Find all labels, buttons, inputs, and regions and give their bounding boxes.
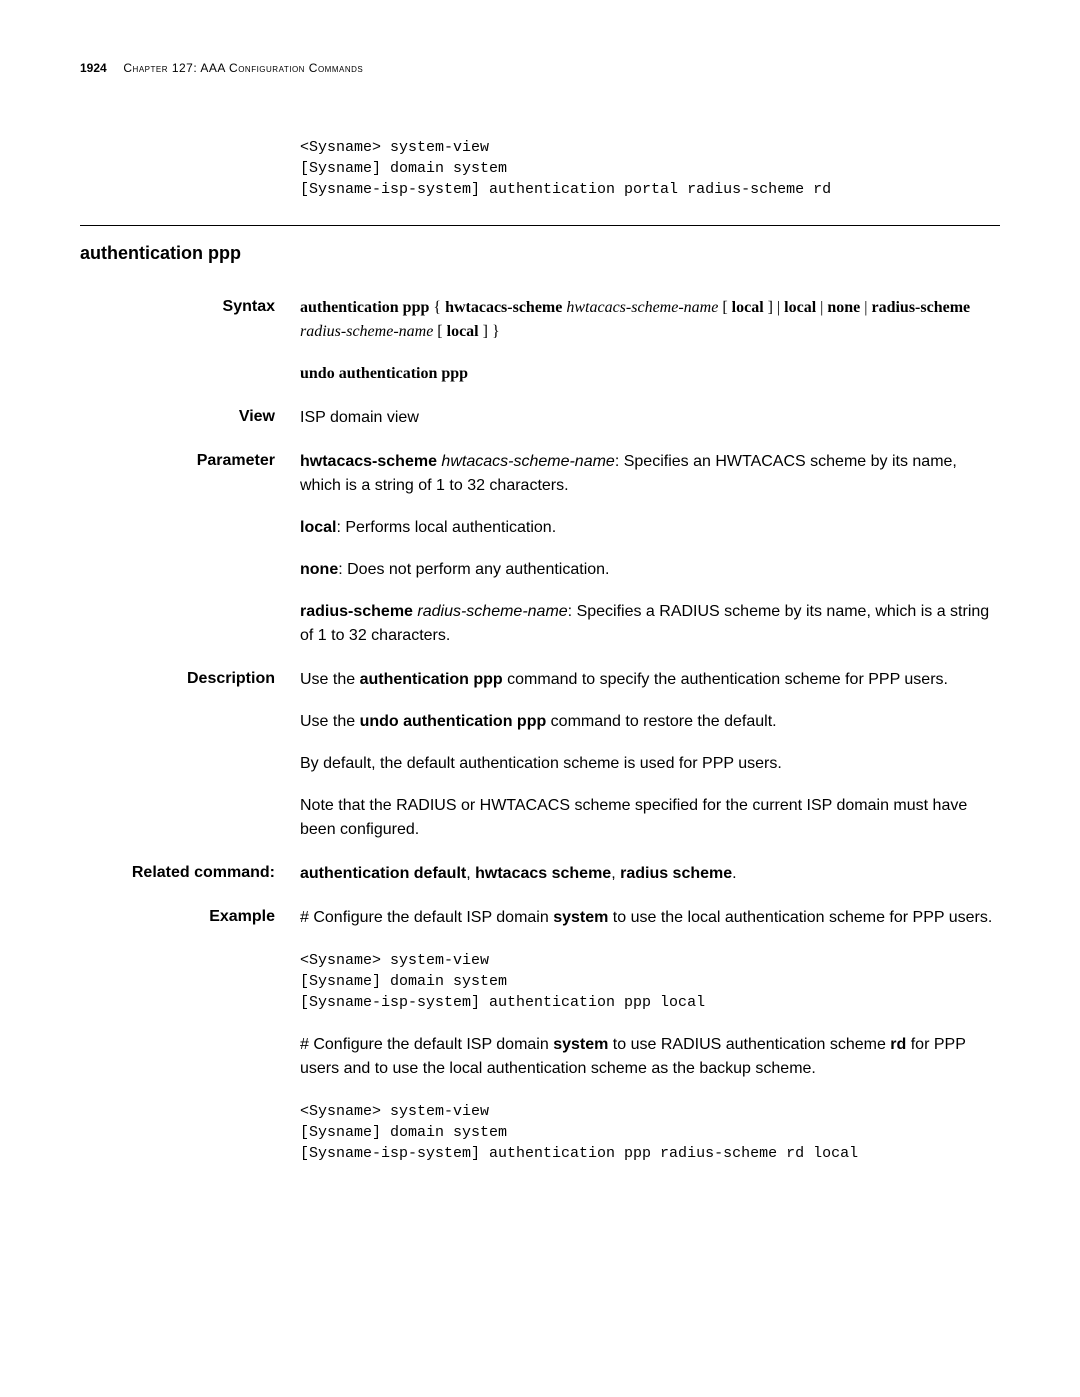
syntax-content: authentication ppp { hwtacacs-scheme hwt… <box>300 296 1000 386</box>
example-code-1: <Sysname> system-view [Sysname] domain s… <box>300 950 1000 1013</box>
view-content: ISP domain view <box>300 406 1000 430</box>
syntax-command: authentication ppp { hwtacacs-scheme hwt… <box>300 296 1000 344</box>
page-number: 1924 <box>80 61 107 75</box>
example-row-2: # Configure the default ISP domain syste… <box>80 1033 1000 1081</box>
page-header: 1924 Chapter 127: AAA Configuration Comm… <box>80 60 1000 77</box>
section-separator <box>80 225 1000 226</box>
syntax-label: Syntax <box>80 296 300 386</box>
related-row: Related command: authentication default,… <box>80 862 1000 886</box>
example-desc-2: # Configure the default ISP domain syste… <box>300 1033 1000 1081</box>
example-code-2: <Sysname> system-view [Sysname] domain s… <box>300 1101 1000 1164</box>
view-label: View <box>80 406 300 430</box>
syntax-undo: undo authentication ppp <box>300 362 1000 386</box>
example-desc-1: # Configure the default ISP domain syste… <box>300 906 1000 930</box>
description-p1: Use the authentication ppp command to sp… <box>300 668 1000 692</box>
related-content: authentication default, hwtacacs scheme,… <box>300 862 1000 886</box>
example-row: Example # Configure the default ISP doma… <box>80 906 1000 930</box>
parameter-content: hwtacacs-scheme hwtacacs-scheme-name: Sp… <box>300 450 1000 648</box>
example-label: Example <box>80 906 300 930</box>
related-label: Related command: <box>80 862 300 886</box>
view-row: View ISP domain view <box>80 406 1000 430</box>
description-label: Description <box>80 668 300 842</box>
description-p4: Note that the RADIUS or HWTACACS scheme … <box>300 794 1000 842</box>
example-content-2: # Configure the default ISP domain syste… <box>300 1033 1000 1081</box>
syntax-row: Syntax authentication ppp { hwtacacs-sch… <box>80 296 1000 386</box>
parameter-radius: radius-scheme radius-scheme-name: Specif… <box>300 600 1000 648</box>
parameter-none: none: Does not perform any authenticatio… <box>300 558 1000 582</box>
chapter-title: Chapter 127: AAA Configuration Commands <box>123 61 363 75</box>
parameter-label: Parameter <box>80 450 300 648</box>
parameter-hwtacacs: hwtacacs-scheme hwtacacs-scheme-name: Sp… <box>300 450 1000 498</box>
example-content: # Configure the default ISP domain syste… <box>300 906 1000 930</box>
description-p2: Use the undo authentication ppp command … <box>300 710 1000 734</box>
parameter-local: local: Performs local authentication. <box>300 516 1000 540</box>
description-p3: By default, the default authentication s… <box>300 752 1000 776</box>
intro-code-block: <Sysname> system-view [Sysname] domain s… <box>300 137 1000 200</box>
parameter-row: Parameter hwtacacs-scheme hwtacacs-schem… <box>80 450 1000 648</box>
section-title: authentication ppp <box>80 241 1000 266</box>
description-content: Use the authentication ppp command to sp… <box>300 668 1000 842</box>
description-row: Description Use the authentication ppp c… <box>80 668 1000 842</box>
related-text: authentication default, hwtacacs scheme,… <box>300 862 1000 886</box>
